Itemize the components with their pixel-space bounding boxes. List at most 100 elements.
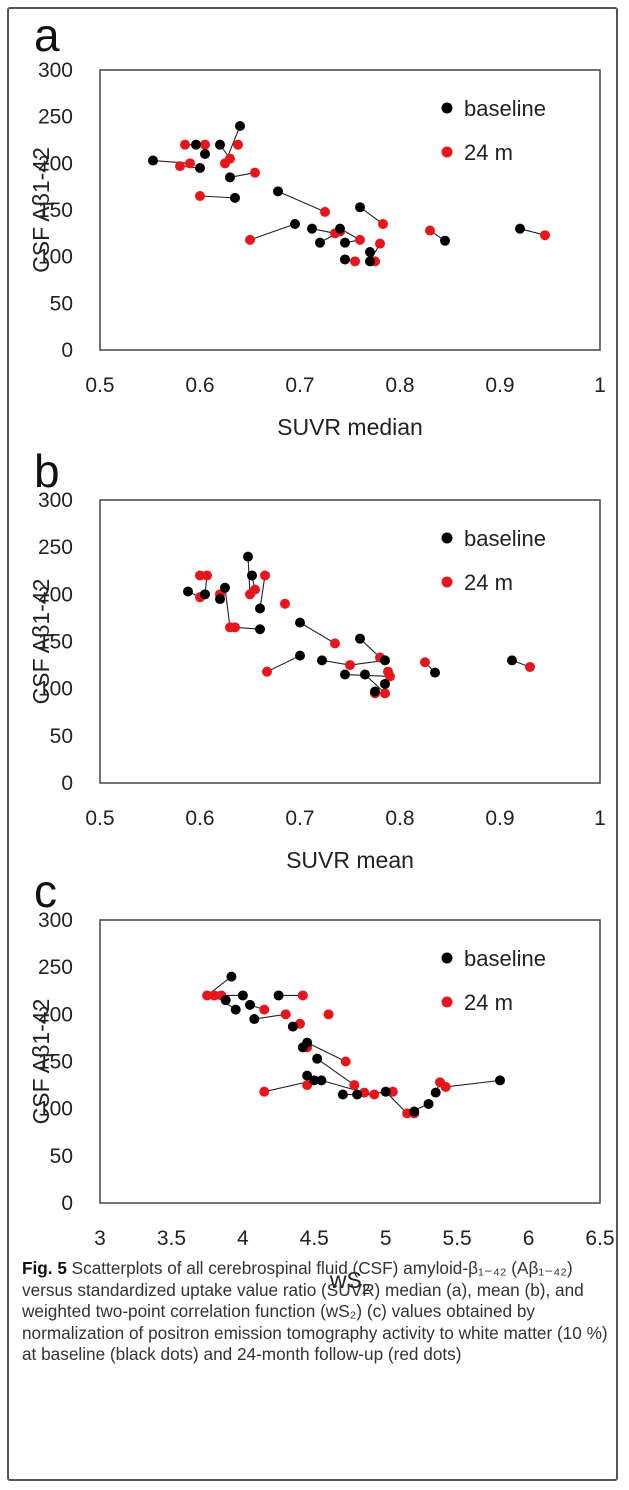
followup-point — [540, 230, 550, 241]
followup-point — [200, 139, 210, 150]
figure-frame — [7, 7, 618, 1481]
y-tick-label: 50 — [50, 292, 73, 315]
legend-followup-marker — [441, 146, 453, 158]
baseline-point — [302, 1037, 313, 1048]
baseline-point — [243, 551, 253, 562]
y-axis-label: CSF Aβ1-42 — [28, 579, 54, 705]
x-axis-label-subscript: 2 — [362, 1281, 370, 1298]
baseline-point — [316, 1075, 327, 1086]
baseline-point — [237, 990, 248, 1001]
pair-connector-line — [277, 190, 326, 213]
baseline-point — [380, 678, 390, 689]
y-tick-label: 150 — [38, 199, 73, 222]
y-tick-label: 200 — [38, 152, 73, 175]
followup-point — [202, 990, 213, 1001]
y-tick-label: 300 — [38, 489, 73, 512]
x-tick-label: 0.8 — [385, 807, 414, 830]
legend-followup-label: 24 m — [464, 990, 513, 1015]
followup-point — [250, 167, 260, 178]
baseline-point — [273, 990, 284, 1001]
caption-text: Scatterplots of all cerebrospinal fluid … — [22, 1258, 608, 1364]
baseline-point — [195, 163, 205, 173]
followup-point — [387, 1086, 398, 1097]
followup-point — [185, 158, 195, 169]
x-tick-label: 0.7 — [285, 374, 314, 397]
followup-point — [259, 1004, 270, 1015]
baseline-point — [235, 121, 245, 131]
x-axis-label: SUVR mean — [286, 847, 414, 873]
panel-letter-b: b — [34, 445, 60, 497]
y-tick-label: 150 — [38, 1051, 73, 1074]
x-tick-label: 5.5 — [443, 1227, 472, 1250]
figure-caption: Fig. 5 Scatterplots of all cerebrospinal… — [22, 1258, 612, 1366]
y-tick-label: 0 — [61, 1192, 73, 1215]
y-tick-label: 50 — [50, 1145, 73, 1168]
baseline-point — [226, 971, 237, 982]
followup-point — [380, 688, 390, 699]
plot-area — [99, 499, 601, 784]
x-tick-label: 1 — [594, 374, 606, 397]
pair-connector-line — [254, 1013, 286, 1020]
baseline-point — [295, 617, 305, 628]
followup-point — [420, 657, 430, 668]
followup-point — [349, 1080, 360, 1091]
followup-point — [233, 139, 243, 150]
pair-connector-line — [249, 223, 296, 241]
baseline-point — [315, 237, 325, 248]
x-tick-label: 0.5 — [85, 807, 114, 830]
legend-baseline-label: baseline — [464, 96, 546, 121]
panel-letter-a: a — [34, 9, 60, 61]
baseline-point — [290, 219, 300, 229]
panel-letter-c: c — [34, 865, 57, 917]
baseline-point — [495, 1075, 505, 1086]
followup-point — [375, 238, 385, 249]
y-tick-label: 250 — [38, 536, 73, 559]
baseline-point — [365, 247, 375, 257]
baseline-point — [352, 1089, 363, 1100]
pair-connector-line — [385, 1091, 408, 1114]
baseline-point — [200, 149, 210, 159]
x-axis-label: SUVR median — [277, 414, 423, 440]
followup-point — [330, 638, 340, 649]
pair-connector-line — [306, 1042, 346, 1062]
x-tick-label: 0.6 — [185, 807, 214, 830]
baseline-point — [200, 589, 210, 600]
baseline-point — [245, 999, 255, 1010]
baseline-point — [307, 223, 317, 234]
followup-point — [180, 139, 190, 150]
baseline-point — [230, 1004, 241, 1015]
scatter-chart-a: 0 50 100 150 200 250 300 0.5 0.6 0.7 0.8 0.9 1 SUVR m… — [28, 59, 606, 440]
baseline-point — [380, 655, 390, 666]
y-tick-label: 200 — [38, 1003, 73, 1026]
x-tick-label: 0.5 — [85, 374, 114, 397]
legend-baseline-marker — [441, 532, 453, 544]
baseline-point — [409, 1106, 420, 1117]
x-tick-label: 5 — [380, 1227, 392, 1250]
followup-point — [220, 158, 230, 169]
y-tick-label: 100 — [38, 678, 73, 701]
baseline-point — [317, 655, 327, 666]
x-tick-label: 0.7 — [285, 807, 314, 830]
baseline-point — [355, 202, 365, 213]
followup-point — [280, 598, 290, 609]
x-tick-label: 6 — [523, 1227, 535, 1250]
followup-point — [383, 666, 393, 677]
pair-connector-line — [316, 1058, 355, 1086]
pair-connector-line — [445, 1079, 501, 1088]
y-tick-label: 0 — [61, 772, 73, 795]
baseline-point — [302, 1070, 313, 1081]
baseline-point — [287, 1021, 298, 1032]
x-tick-label: 0.6 — [185, 374, 214, 397]
x-tick-label: 3.5 — [157, 1227, 186, 1250]
baseline-point — [215, 594, 225, 605]
baseline-point — [230, 192, 240, 203]
pair-connector-line — [152, 159, 191, 164]
baseline-point — [360, 669, 370, 680]
legend-followup-marker — [441, 576, 453, 588]
baseline-point — [215, 139, 225, 150]
followup-point — [378, 219, 388, 229]
x-tick-label: 1 — [594, 807, 606, 830]
y-tick-label: 300 — [38, 59, 73, 82]
y-tick-label: 0 — [61, 339, 73, 362]
baseline-point — [255, 603, 265, 614]
